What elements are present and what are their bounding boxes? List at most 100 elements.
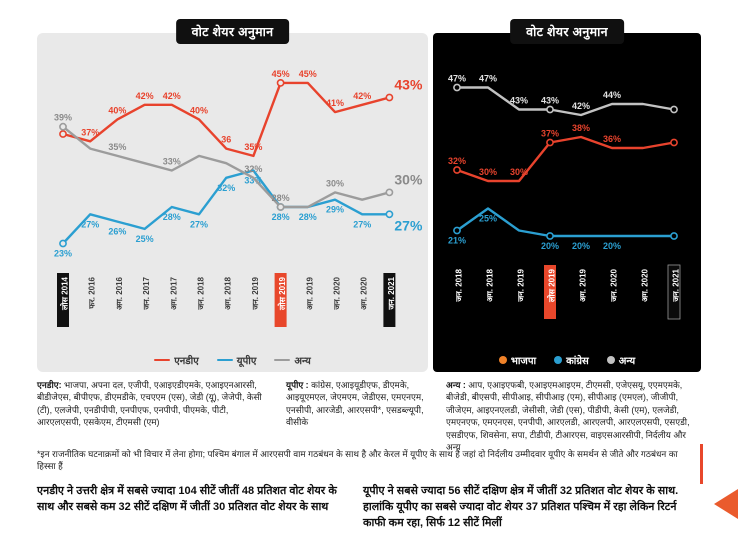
svg-text:अग. 2019: अग. 2019 [305,276,314,309]
data-label: 29% [326,205,344,215]
x-axis-label: जन. 2018 [197,276,206,310]
data-label: 38% [572,123,590,133]
chart-title-left: वोट शेयर अनुमान [175,19,290,44]
data-label: 20% [572,241,590,251]
svg-text:लोस 2014: लोस 2014 [60,276,70,310]
x-axis-label: जन. 2019 [517,268,526,302]
data-label: 45% [272,69,290,79]
upa-party-list: यूपीए : कांग्रेस, एआइयूडीएफ, डीएमके, आइय… [286,379,434,454]
data-label: 32% [217,183,235,193]
data-label: 30% [394,171,423,187]
data-label: 27% [81,219,99,229]
svg-text:फर. 2016: फर. 2016 [88,276,97,309]
x-label-highlight-black [57,273,69,327]
point-marker [385,93,394,102]
svg-text:लोस 2019: लोस 2019 [547,268,557,302]
कांग्रेस-line [455,207,676,238]
data-label: 37% [81,127,99,137]
x-axis-label: जन. 2021 [383,273,396,327]
alliance-party-lists: एनडीए: भाजपा, अपना दल, एजीपी, एआइएडीएमके… [37,379,702,454]
data-label: 28% [299,212,317,222]
legend-item: अन्य [606,353,635,367]
data-label: 27% [190,219,208,229]
point-marker [453,83,461,92]
point-marker [59,239,67,248]
point-marker [670,138,678,147]
data-label: 28% [272,212,290,222]
data-label: 42% [136,91,154,101]
data-label: 26% [108,227,126,237]
vote-share-chart-panel-parties: वोट शेयर अनुमान जन. 2018 अग. 2018 जन. 2019… [433,19,701,372]
data-label: 47% [479,74,497,84]
एनडीए-line [61,81,391,158]
data-label: 36% [603,134,621,144]
svg-text:अग. 2019: अग. 2019 [579,268,588,301]
data-label: 42% [163,91,181,101]
x-axis-label: जन. 2020 [610,268,619,302]
data-label: 28% [272,193,290,203]
svg-text:जन. 2019: जन. 2019 [517,268,526,302]
अन्य-line [455,86,676,117]
data-label: 30% [510,167,528,177]
x-label-highlight-red [274,273,287,327]
chart-title-right: वोट शेयर अनुमान [510,19,624,44]
data-label: 25% [479,214,497,224]
data-label: 32% [448,156,466,166]
party-vote-share-line-chart: जन. 2018 अग. 2018 जन. 2019 लोस 2019 अग. 2019… [448,74,681,320]
x-label-highlight-red [544,265,556,319]
legend-swatch-icon [554,356,563,364]
svg-text:जन. 2018: जन. 2018 [455,268,464,302]
x-axis-label: जन. 2019 [251,276,260,310]
x-axis-label: लोस 2014 [57,273,70,327]
x-axis-label: अग. 2020 [360,276,369,309]
data-label: 45% [299,69,317,79]
alliance-vote-share-line-chart: लोस 2014 फर. 2016 अग. 2016 जन. 2017 अग. 2017… [54,69,423,327]
nda-party-list: एनडीए: भाजपा, अपना दल, एजीपी, एआइएडीएमके… [37,379,274,454]
data-label: 39% [54,113,72,123]
legend-label: कांग्रेस [566,356,589,367]
data-label: 33% [244,176,262,186]
x-axis-label: जन. 2017 [142,276,151,310]
legend-label: भाजपा [510,356,537,367]
x-axis-label: जन. 2020 [333,276,342,310]
legend-swatch-icon [274,358,291,362]
data-label: 30% [326,178,344,188]
data-label: 36 [221,135,231,145]
point-marker [59,130,67,138]
data-label: 27% [394,217,423,233]
vote-share-chart-panel-alliances: वोट शेयर अनुमान लोस 2014 फर. 2016 अग. 2016… [37,19,428,372]
data-label: 43% [510,96,528,106]
svg-text:अग. 2018: अग. 2018 [224,276,233,309]
svg-text:जन. 2020: जन. 2020 [333,276,342,310]
point-marker [670,105,678,114]
x-axis-label: फर. 2016 [88,276,97,309]
अन्य-line [61,125,391,209]
nda-summary-note: एनडीए ने उत्तरी क्षेत्र में सबसे ज्यादा … [37,485,337,513]
data-label: 35% [108,142,126,152]
data-label: 47% [448,74,466,84]
data-label: 35% [244,142,262,152]
svg-text:अग. 2018: अग. 2018 [486,268,495,301]
x-axis-label: अग. 2019 [579,268,588,301]
legend-swatch-icon [606,356,615,364]
x-axis-label: अग. 2018 [224,276,233,309]
data-label: 30% [479,167,497,177]
point-marker [546,138,554,147]
nda-list-text: भाजपा, अपना दल, एजीपी, एआइएडीएमके, एआइएन… [37,380,262,428]
data-label: 33% [163,157,181,167]
x-axis-label: लोस 2019 [274,273,287,327]
x-label-highlight-black [667,264,681,320]
legend-item: एनडीए [154,353,199,367]
x-axis-label: अग. 2018 [486,268,495,301]
summary-notes: एनडीए ने उत्तरी क्षेत्र में सबसे ज्यादा … [37,484,685,532]
data-label: 25% [136,234,154,244]
legend-swatch-icon [216,358,233,362]
data-label: 43% [394,77,423,93]
footnote: *इन राजनीतिक घटनाक्रमों को भी विचार में … [37,449,678,471]
data-label: 27% [353,219,371,229]
data-label: 40% [108,105,126,115]
data-label: 20% [541,241,559,251]
data-label: 40% [190,105,208,115]
data-label: 23% [54,249,72,259]
